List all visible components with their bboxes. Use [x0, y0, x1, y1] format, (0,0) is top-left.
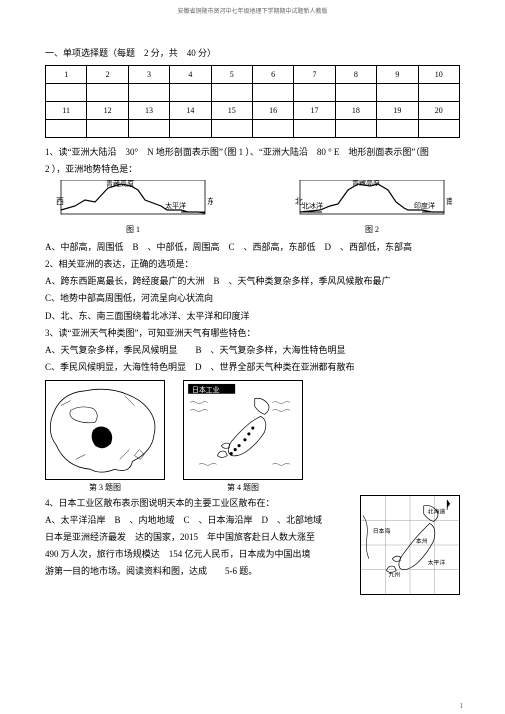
- svg-text:太平洋: 太平洋: [165, 201, 186, 210]
- q3-choice-cd: C、季民风候明显，大海性特色明显 D 、世界全部天气种类在亚洲都有散布: [45, 359, 460, 376]
- cell: 11: [46, 102, 87, 120]
- cell: 20: [418, 102, 459, 120]
- q1-choices: A、中部高，周围低 B 、中部低，周围高 C 、西部高，东部低 D 、西部低，东…: [45, 239, 460, 256]
- figure-1-box: 西 东 青藏高原 太平洋 图 1: [53, 180, 213, 235]
- svg-text:日本工业: 日本工业: [192, 385, 220, 394]
- cell: 13: [128, 102, 169, 120]
- figure-1-svg: 西 东 青藏高原 太平洋: [53, 180, 213, 222]
- q4-p1: 日本是亚洲经济最发 达的国家，2015 年中国旅客赴日人数大涨至: [45, 529, 354, 546]
- figure-4-box: 日本工业 第 4 题图: [183, 380, 303, 493]
- cell: 10: [418, 66, 459, 84]
- cell: 16: [252, 102, 293, 120]
- q4-p3: 游第一目的地市场。阅读资料和图，达成 5-6 题。: [45, 563, 354, 580]
- cell: 17: [294, 102, 335, 120]
- answer-grid: 1 2 3 4 5 6 7 8 9 10 11 12 13 14 15 16 1…: [45, 65, 460, 138]
- figure-2-svg: 北 南 北冰洋 青藏高原 印度洋: [292, 180, 452, 222]
- q3-choice-ab: A、天气复杂多样，季民风候明显 B 、天气复杂多样，大海性特色明显: [45, 342, 460, 359]
- q3-title: 3、读“亚洲天气种类图”，可知亚洲天气有哪些特色：: [45, 325, 460, 342]
- cell: 3: [128, 66, 169, 84]
- cell: 4: [170, 66, 211, 84]
- grid-row-1: 1 2 3 4 5 6 7 8 9 10: [46, 66, 460, 84]
- cell: 9: [377, 66, 418, 84]
- figure-4-svg: 日本工业: [183, 380, 303, 480]
- svg-text:东: 东: [207, 196, 213, 206]
- q2-choice-d: D、北、东、南三面围绕着北冰洋、太平洋和印度洋: [45, 308, 460, 325]
- page-number: 1: [460, 702, 464, 710]
- cell: 5: [211, 66, 252, 84]
- svg-text:青藏高原: 青藏高原: [106, 180, 134, 188]
- q2-title: 2、相关亚洲的表达，正确的选项是：: [45, 256, 460, 273]
- cell: 7: [294, 66, 335, 84]
- svg-text:九州: 九州: [388, 570, 400, 578]
- q1-intro-line1: 1、读“亚洲大陆沿 30° N 地形剖面表示图”（图 1 ）、“亚洲大陆沿 80…: [45, 144, 460, 161]
- section-title: 一、单项选择题（每题 2 分，共 40 分）: [45, 46, 460, 59]
- cell: 19: [377, 102, 418, 120]
- cell: 1: [46, 66, 87, 84]
- q5-6-map-svg: 日本海 太平洋 本州 北海道 九州: [360, 495, 460, 595]
- q4-text: 4、日本工业区散布表示图说明天本的主要工业区散布在： A、太平洋沿岸 B 、内地…: [45, 495, 354, 580]
- q4-choices: A、太平洋沿岸 B 、内地地域 C 、日本海沿岸 D 、北部地域: [45, 512, 354, 529]
- grid-row-3: 11 12 13 14 15 16 17 18 19 20: [46, 102, 460, 120]
- svg-text:西: 西: [56, 197, 64, 206]
- cell: 15: [211, 102, 252, 120]
- svg-text:青藏高原: 青藏高原: [352, 180, 380, 187]
- q4-wrap: 4、日本工业区散布表示图说明天本的主要工业区散布在： A、太平洋沿岸 B 、内地…: [45, 495, 460, 595]
- cell: 12: [87, 102, 128, 120]
- figure-3-svg: [45, 380, 165, 480]
- grid-row-2-blank: [46, 84, 460, 102]
- cell: 6: [252, 66, 293, 84]
- q2-choice-ab: A、跨东西距离最长，跨经度最广的大洲 B 、天气种类复杂多样，季风风候散布最广: [45, 273, 460, 290]
- figure-3-box: 第 3 题图: [45, 380, 165, 493]
- document-header: 安徽省铜陵市贤河中七年级地理下学期期中试题新人教版: [0, 6, 505, 15]
- svg-text:印度洋: 印度洋: [414, 201, 435, 210]
- svg-text:本州: 本州: [416, 537, 428, 545]
- figure-4-caption: 第 4 题图: [183, 482, 303, 493]
- cell: 14: [170, 102, 211, 120]
- svg-text:太平洋: 太平洋: [428, 559, 446, 567]
- cell: 8: [335, 66, 376, 84]
- grid-row-4-blank: [46, 120, 460, 138]
- figure-2-box: 北 南 北冰洋 青藏高原 印度洋 图 2: [292, 180, 452, 235]
- svg-text:北海道: 北海道: [428, 508, 446, 516]
- profile-figures-row: 西 东 青藏高原 太平洋 图 1 北 南 北冰洋 青藏高原 印度洋 图 2: [45, 180, 460, 235]
- svg-text:南: 南: [446, 196, 452, 206]
- svg-text:日本海: 日本海: [373, 527, 391, 535]
- map-figures-row: 第 3 题图 日本工业: [45, 380, 460, 493]
- cell: 18: [335, 102, 376, 120]
- figure-2-caption: 图 2: [292, 224, 452, 235]
- figure-1-caption: 图 1: [53, 224, 213, 235]
- q2-choice-c: C、地势中部高周围低，河流呈向心状流向: [45, 290, 460, 307]
- q1-intro-line2: 2 ），亚洲地势特色是：: [45, 161, 460, 178]
- svg-text:北冰洋: 北冰洋: [302, 201, 323, 210]
- figure-3-caption: 第 3 题图: [45, 482, 165, 493]
- q4-title: 4、日本工业区散布表示图说明天本的主要工业区散布在：: [45, 495, 354, 512]
- q4-p2: 490 万人次，旅行市场规模达 154 亿元人民币，日本成为中国出境: [45, 546, 354, 563]
- cell: 2: [87, 66, 128, 84]
